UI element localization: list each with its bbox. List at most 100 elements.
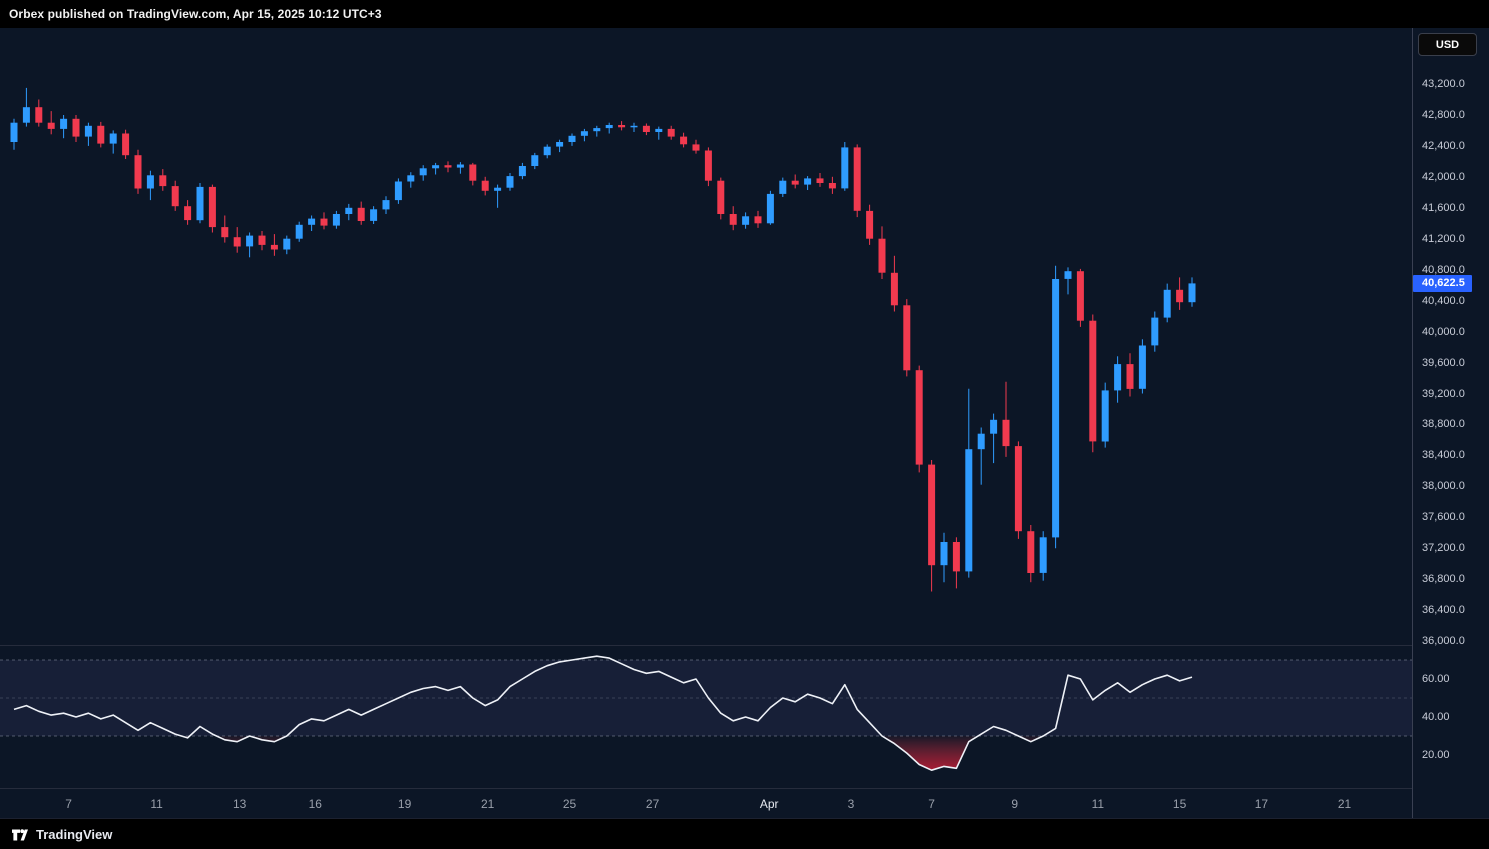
candle <box>556 139 564 153</box>
rsi-axis-label: 60.00 <box>1422 673 1450 685</box>
attribution-bar: Orbex published on TradingView.com, Apr … <box>0 0 1489 28</box>
time-axis-label: 11 <box>1091 796 1105 811</box>
candle <box>283 235 291 255</box>
candle <box>1151 311 1159 352</box>
candle <box>494 184 502 208</box>
candle <box>580 128 588 142</box>
candle <box>692 139 700 154</box>
candle <box>233 227 241 253</box>
candle <box>605 122 613 134</box>
footer-bar: TradingView <box>0 818 1489 849</box>
rsi-band-fill <box>0 660 1412 736</box>
candle <box>816 173 824 187</box>
price-pane[interactable] <box>0 28 1412 645</box>
candle <box>667 125 675 140</box>
time-axis-label: 13 <box>233 796 247 811</box>
candle <box>258 231 266 251</box>
candle <box>1039 531 1047 581</box>
price-axis-label: 41,200.0 <box>1422 232 1465 245</box>
attribution-text: Orbex published on TradingView.com, Apr … <box>9 7 382 21</box>
time-axis-label: 7 <box>928 796 935 811</box>
time-axis-label: 21 <box>1337 796 1352 811</box>
price-axis-label: 42,800.0 <box>1422 109 1465 121</box>
candle <box>109 130 117 154</box>
candle <box>642 123 650 136</box>
price-axis-label: 36,800.0 <box>1422 573 1465 586</box>
last-price-badge: 40,622.5 <box>1413 274 1472 292</box>
candle <box>345 203 353 221</box>
price-axis-label: 42,000.0 <box>1422 170 1465 183</box>
candle <box>977 427 985 485</box>
pane-divider[interactable] <box>0 645 1489 646</box>
price-axis-label: 38,400.0 <box>1422 449 1465 462</box>
candle <box>407 172 415 188</box>
candle <box>1188 277 1196 307</box>
candle <box>134 149 142 194</box>
time-axis-label: 17 <box>1254 796 1269 811</box>
tradingview-brand-text[interactable]: TradingView <box>36 826 113 842</box>
candle <box>593 125 601 137</box>
price-axis-label: 36,000.0 <box>1422 635 1465 647</box>
candle <box>729 206 737 231</box>
candle <box>60 115 68 139</box>
time-axis-label: 11 <box>150 796 163 811</box>
candle <box>184 200 192 225</box>
candle <box>35 99 43 127</box>
candle <box>432 162 440 175</box>
candle <box>680 132 688 148</box>
candle <box>1101 382 1109 448</box>
candle <box>518 162 526 180</box>
candle <box>543 144 551 159</box>
candle <box>1064 267 1072 295</box>
rsi-pane[interactable] <box>0 645 1412 788</box>
candle <box>22 87 30 127</box>
candle <box>382 196 390 214</box>
currency-button[interactable]: USD <box>1418 33 1477 56</box>
candle <box>779 177 787 197</box>
candle <box>866 204 874 245</box>
price-axis-label: 37,600.0 <box>1422 511 1465 524</box>
candle <box>208 184 216 233</box>
candle <box>332 210 340 229</box>
candle <box>1052 265 1060 549</box>
candle <box>246 232 254 258</box>
price-axis-label: 41,600.0 <box>1422 201 1465 214</box>
price-axis-label: 36,400.0 <box>1422 604 1465 617</box>
candle <box>357 201 365 225</box>
candle <box>531 152 539 170</box>
candle <box>878 226 886 279</box>
candle <box>940 532 948 583</box>
time-axis-label: 7 <box>65 796 72 811</box>
candle <box>1027 525 1035 583</box>
candle <box>481 176 489 196</box>
time-axis-divider <box>0 788 1489 789</box>
rsi-oversold-fill <box>14 736 1192 771</box>
price-axis-label: 40,000.0 <box>1422 325 1465 338</box>
candle <box>97 121 105 148</box>
candle <box>1002 381 1010 457</box>
tradingview-logo-icon[interactable] <box>10 825 29 844</box>
candle <box>766 190 774 225</box>
candle <box>915 365 923 473</box>
candle <box>47 111 55 135</box>
time-axis-label: 16 <box>308 796 322 811</box>
price-axis[interactable]: USD 40,622.5 43,200.0 42,800.0 42,400.0 42,… <box>1412 28 1489 818</box>
candle <box>791 174 799 189</box>
candle <box>952 537 960 589</box>
candle <box>122 129 130 159</box>
candle <box>828 176 836 194</box>
time-axis[interactable]: 7 11 13 16 19 21 25 27 Apr 3 7 9 11 15 17 21 <box>0 789 1412 818</box>
time-axis-label: 15 <box>1172 796 1187 811</box>
time-axis-label: 3 <box>847 796 855 811</box>
candle <box>704 147 712 187</box>
price-axis-label: 42,400.0 <box>1422 139 1465 152</box>
price-axis-label: 38,000.0 <box>1422 480 1465 493</box>
candle <box>853 144 861 218</box>
candle <box>84 122 92 146</box>
candle <box>308 215 316 231</box>
price-axis-label: 39,200.0 <box>1422 387 1465 400</box>
candle <box>456 162 464 174</box>
candle <box>10 118 18 150</box>
rsi-line <box>13 655 1193 771</box>
